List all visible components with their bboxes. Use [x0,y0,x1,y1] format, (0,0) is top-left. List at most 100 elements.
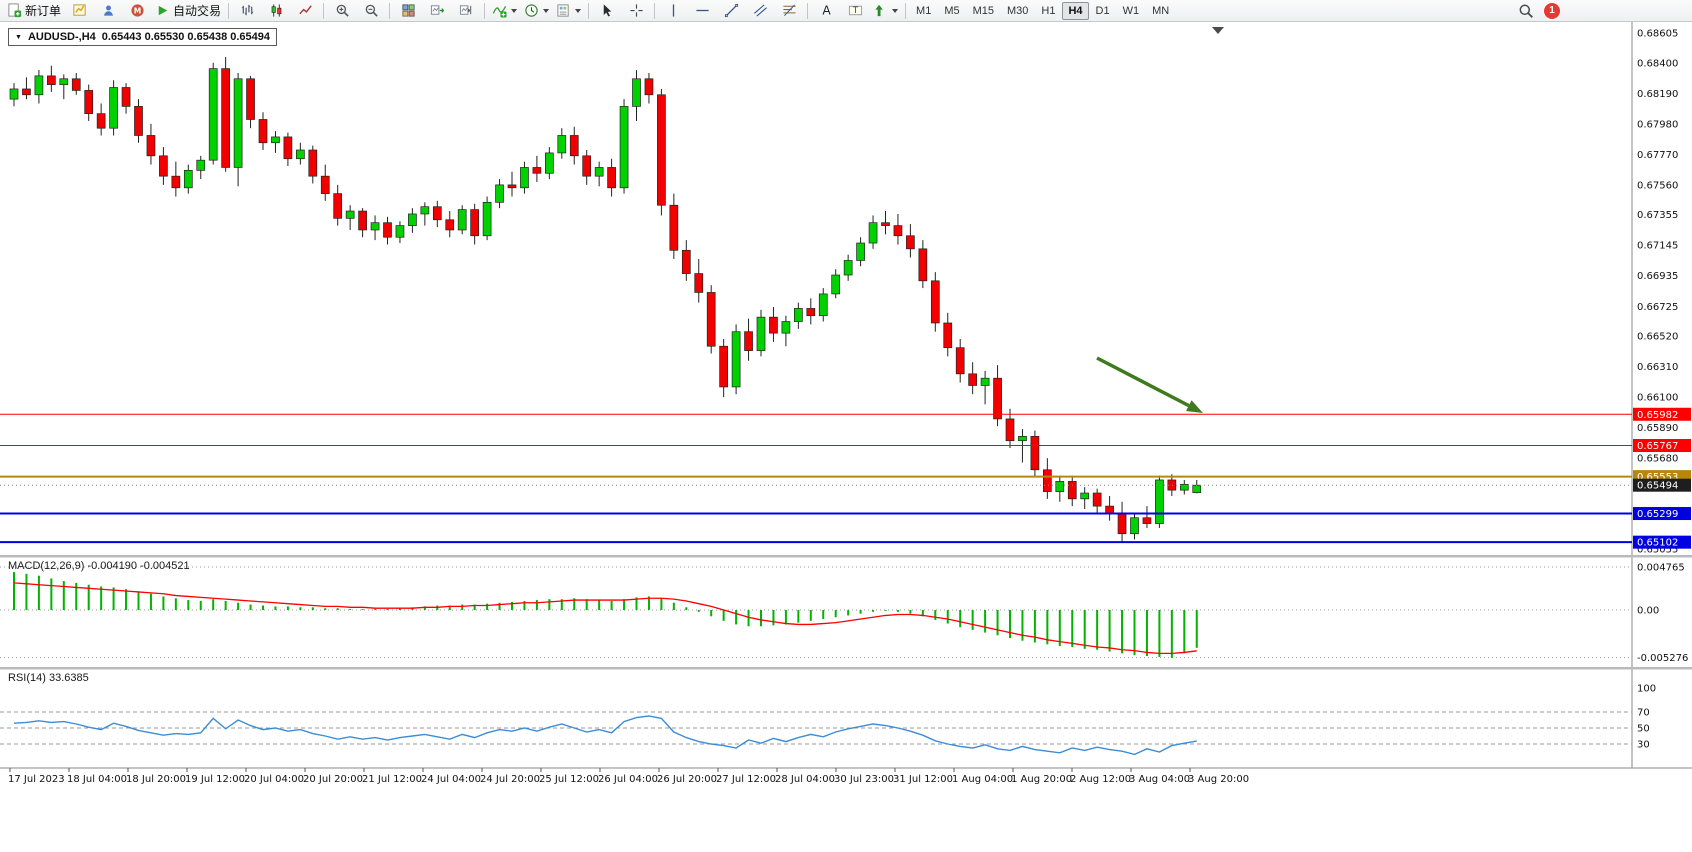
timeframe-m1[interactable]: M1 [916,4,932,17]
arrows-button[interactable] [870,0,901,22]
trendline-icon [724,3,739,18]
horizontal-lines[interactable] [0,413,1632,544]
zoom-out-button[interactable] [357,0,385,22]
svg-text:0.66310: 0.66310 [1637,362,1678,373]
indicators-button[interactable] [489,0,520,22]
symbol-period-label: AUDUSD-,H4 [27,31,96,43]
line-chart-button[interactable] [291,0,319,22]
toolbar-separator [389,2,391,19]
price-axis[interactable]: 0.68605 0.68400 0.68190 0.67980 0.67770 0.675… [1631,22,1691,768]
autotrading-play-icon [155,3,170,18]
chart-shift-marker[interactable] [1212,27,1224,34]
toolbar-separator [654,2,656,19]
channel-button[interactable] [746,0,774,22]
community-button[interactable]: M [123,0,151,22]
crosshair-button[interactable] [622,0,650,22]
trendline-button[interactable] [717,0,745,22]
svg-text:0.66100: 0.66100 [1637,393,1678,404]
timeframe-mn[interactable]: MN [1152,4,1170,17]
svg-text:0.67770: 0.67770 [1637,150,1678,161]
zoom-in-button[interactable] [328,0,356,22]
svg-text:0.65680: 0.65680 [1637,454,1678,465]
bar-chart-button[interactable] [233,0,261,22]
vertical-line-button[interactable] [659,0,687,22]
svg-text:0.004765: 0.004765 [1637,562,1685,573]
text-label-button[interactable]: T [841,0,869,22]
search-icon[interactable] [1518,3,1534,19]
fibonacci-button[interactable] [775,0,803,22]
svg-text:30 Jul 23:00: 30 Jul 23:00 [834,774,894,785]
svg-text:T: T [851,5,858,15]
timeframe-m30[interactable]: M30 [1007,4,1029,17]
dropdown-caret [543,8,550,13]
timeframe-h1[interactable]: H1 [1041,4,1056,17]
svg-text:24 Jul 20:00: 24 Jul 20:00 [480,774,540,785]
crosshair-icon [629,3,644,18]
templates-button[interactable] [553,0,584,22]
arrows-icon [873,3,888,18]
new-order-label: 新订单 [25,4,62,18]
svg-text:0.65982: 0.65982 [1637,410,1678,421]
svg-text:0.65494: 0.65494 [1637,481,1678,492]
candles-layer [9,56,1202,543]
timeframe-w1[interactable]: W1 [1122,4,1140,17]
timeframe-m15[interactable]: M15 [972,4,994,17]
autotrading-label: 自动交易 [173,4,222,18]
text-label-icon: T [848,3,863,18]
chart-window[interactable]: 0.68605 0.68400 0.68190 0.67980 0.67770 0.675… [0,22,1692,852]
dropdown-caret [511,8,518,13]
cursor-button[interactable] [593,0,621,22]
symbol-title-box[interactable]: ▼ AUDUSD-,H4 0.65443 0.65530 0.65438 0.6… [8,28,277,46]
toolbar-right-group: 1 [1518,2,1560,19]
svg-text:0.68605: 0.68605 [1637,29,1678,40]
svg-text:0.67355: 0.67355 [1637,210,1678,221]
svg-text:25 Jul 12:00: 25 Jul 12:00 [539,774,599,785]
timeframe-h4[interactable]: H4 [1062,1,1089,20]
horizontal-line-button[interactable] [688,0,716,22]
trend-arrow[interactable] [1096,356,1203,413]
svg-text:2 Aug 12:00: 2 Aug 12:00 [1070,774,1131,785]
new-chart-button[interactable] [65,0,93,22]
toolbar-separator [323,2,325,19]
notification-badge[interactable]: 1 [1544,2,1560,19]
svg-text:30: 30 [1637,740,1650,751]
periods-button[interactable] [521,0,552,22]
svg-text:0.65299: 0.65299 [1637,509,1678,520]
new-order-button[interactable]: 新订单 [4,0,64,22]
profiles-button[interactable] [94,0,122,22]
time-axis[interactable]: 17 Jul 2023 18 Jul 04:00 18 Jul 20:00 19 Ju… [0,767,1692,785]
svg-text:0.00: 0.00 [1637,606,1659,617]
svg-text:20 Jul 04:00: 20 Jul 04:00 [244,774,304,785]
cursor-icon [600,3,615,18]
text-button[interactable]: A [812,0,840,22]
candlestick-button[interactable] [262,0,290,22]
svg-text:0.68190: 0.68190 [1637,89,1678,100]
fibonacci-icon [782,3,797,18]
timeframe-m5[interactable]: M5 [944,4,960,17]
zoom-in-icon [335,3,350,18]
macd-panel-separator[interactable] [0,555,1692,558]
toolbar-separator [807,2,809,19]
svg-text:0.65553: 0.65553 [1637,472,1678,483]
autotrading-button[interactable]: 自动交易 [152,0,224,22]
timeframe-d1[interactable]: D1 [1095,4,1110,17]
vertical-line-icon [666,3,681,18]
svg-text:-0.005276: -0.005276 [1637,653,1688,664]
macd-panel: 0.004765 0.00 -0.005276 [0,562,1688,664]
zoom-out-icon [364,3,379,18]
tile-windows-icon [401,3,416,18]
chart-shift-button[interactable] [452,0,480,22]
svg-text:1 Aug 04:00: 1 Aug 04:00 [952,774,1013,785]
periods-clock-icon [524,3,539,18]
toolbar-separator [905,2,907,19]
rsi-panel: 100 70 50 30 [0,684,1656,756]
one-click-trading-expand-icon[interactable]: ▼ [15,33,22,41]
bar-chart-icon [240,3,255,18]
tile-windows-button[interactable] [394,0,422,22]
svg-text:3 Aug 20:00: 3 Aug 20:00 [1188,774,1249,785]
svg-text:17 Jul 2023: 17 Jul 2023 [8,774,65,785]
rsi-panel-separator[interactable] [0,667,1692,670]
svg-text:20 Jul 20:00: 20 Jul 20:00 [303,774,363,785]
autoscroll-button[interactable] [423,0,451,22]
